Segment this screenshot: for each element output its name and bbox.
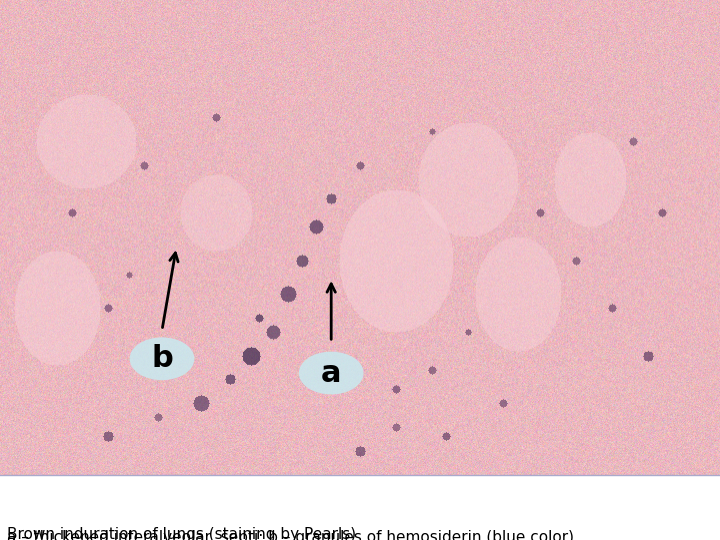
Circle shape	[299, 352, 364, 394]
Text: b: b	[151, 345, 173, 373]
Circle shape	[130, 338, 194, 380]
Text: Brown induration of lungs (staining by Pearls): Brown induration of lungs (staining by P…	[7, 527, 356, 540]
Text: a: a	[321, 359, 341, 388]
Text: a – thickened interalveolar  septi; b – granules of hemosiderin (blue color): a – thickened interalveolar septi; b – g…	[7, 530, 575, 540]
